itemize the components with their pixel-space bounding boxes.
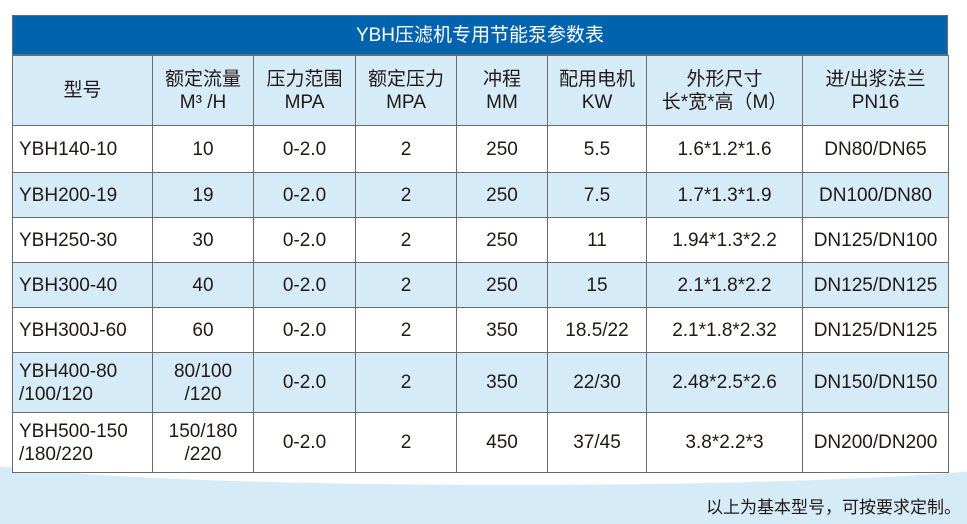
table-cell: 0-2.0	[253, 307, 356, 353]
table-cell: 250	[456, 217, 548, 263]
column-header: 额定压力 MPA	[355, 55, 457, 126]
column-header: 压力范围 MPA	[253, 55, 356, 126]
table-cell: 15	[547, 262, 647, 308]
table-cell: DN125/DN125	[802, 262, 949, 308]
table-cell: DN200/DN200	[802, 412, 949, 473]
table-cell: 2.1*1.8*2.32	[646, 307, 803, 353]
table-cell: 2	[355, 352, 457, 413]
column-header: 进/出浆法兰 PN16	[802, 55, 949, 126]
table-cell: YBH500-150 /180/220	[12, 412, 153, 473]
table-cell: 2	[355, 412, 457, 473]
table-cell: 1.7*1.3*1.9	[646, 172, 803, 218]
table-cell: YBH200-19	[12, 172, 153, 218]
table-cell: YBH250-30	[12, 217, 153, 263]
table-cell: 5.5	[547, 125, 647, 173]
table-cell: DN80/DN65	[802, 125, 949, 173]
column-header: 配用电机 KW	[547, 55, 647, 126]
table-cell: 0-2.0	[253, 352, 356, 413]
table-cell: 1.6*1.2*1.6	[646, 125, 803, 173]
table-cell: 10	[152, 125, 254, 173]
table-cell: 0-2.0	[253, 412, 356, 473]
table-cell: 0-2.0	[253, 172, 356, 218]
table-cell: 2	[355, 172, 457, 218]
column-header: 额定流量 M³ /H	[152, 55, 254, 126]
table-row: YBH200-19 19 0-2.0 2 250 7.5 1.7*1.3*1.9 DN100/…	[12, 172, 949, 218]
table-cell: YBH300-40	[12, 262, 153, 308]
column-header: 外形尺寸 长*宽*高（M）	[646, 55, 803, 126]
table-cell: 18.5/22	[547, 307, 647, 353]
table-cell: YBH400-80 /100/120	[12, 352, 153, 413]
table-cell: 2.1*1.8*2.2	[646, 262, 803, 308]
table-cell: 2.48*2.5*2.6	[646, 352, 803, 413]
table-cell: 40	[152, 262, 254, 308]
table-cell: 250	[456, 125, 548, 173]
table-cell: DN100/DN80	[802, 172, 949, 218]
table-cell: 150/180 /220	[152, 412, 254, 473]
table-cell: 2	[355, 307, 457, 353]
table-cell: DN125/DN100	[802, 217, 949, 263]
table-cell: DN150/DN150	[802, 352, 949, 413]
column-header: 冲程 MM	[456, 55, 548, 126]
table-row: YBH500-150 /180/220 150/180 /220 0-2.0 2 450…	[12, 412, 949, 473]
column-header: 型号	[12, 55, 153, 126]
table-cell: 2	[355, 125, 457, 173]
table-cell: YBH140-10	[12, 125, 153, 173]
table-title: YBH压滤机专用节能泵参数表	[12, 15, 948, 55]
table-cell: 19	[152, 172, 254, 218]
table-cell: 0-2.0	[253, 217, 356, 263]
spec-table-container: YBH压滤机专用节能泵参数表 型号 额定流量 M³ /H 压力范围 MPA 额定压力 …	[12, 15, 949, 473]
table-cell: 3.8*2.2*3	[646, 412, 803, 473]
table-row: YBH300J-60 60 0-2.0 2 350 18.5/22 2.1*1.8*2.32…	[12, 307, 949, 353]
table-cell: 1.94*1.3*2.2	[646, 217, 803, 263]
table-cell: 22/30	[547, 352, 647, 413]
table-row: YBH300-40 40 0-2.0 2 250 15 2.1*1.8*2.2 DN125/D…	[12, 262, 949, 308]
table-cell: 350	[456, 307, 548, 353]
table-cell: YBH300J-60	[12, 307, 153, 353]
table-cell: 250	[456, 172, 548, 218]
table-row: YBH400-80 /100/120 80/100 /120 0-2.0 2 350 22…	[12, 352, 949, 413]
table-cell: 0-2.0	[253, 262, 356, 308]
table-cell: 30	[152, 217, 254, 263]
table-row: YBH250-30 30 0-2.0 2 250 11 1.94*1.3*2.2 DN125/…	[12, 217, 949, 263]
table-cell: 37/45	[547, 412, 647, 473]
table-cell: 2	[355, 262, 457, 308]
table-cell: 11	[547, 217, 647, 263]
header-row: 型号 额定流量 M³ /H 压力范围 MPA 额定压力 MPA 冲程 MM 配用电机 KW…	[12, 55, 949, 126]
table-cell: 0-2.0	[253, 125, 356, 173]
spec-table: 型号 额定流量 M³ /H 压力范围 MPA 额定压力 MPA 冲程 MM 配用电机 KW…	[12, 55, 949, 473]
footnote: 以上为基本型号，可按要求定制。	[706, 498, 961, 517]
table-row: YBH140-10 10 0-2.0 2 250 5.5 1.6*1.2*1.6 DN80/D…	[12, 125, 949, 173]
table-cell: 7.5	[547, 172, 647, 218]
table-cell: 2	[355, 217, 457, 263]
table-cell: 250	[456, 262, 548, 308]
table-cell: 60	[152, 307, 254, 353]
table-cell: 350	[456, 352, 548, 413]
table-cell: DN125/DN125	[802, 307, 949, 353]
table-cell: 80/100 /120	[152, 352, 254, 413]
table-cell: 450	[456, 412, 548, 473]
